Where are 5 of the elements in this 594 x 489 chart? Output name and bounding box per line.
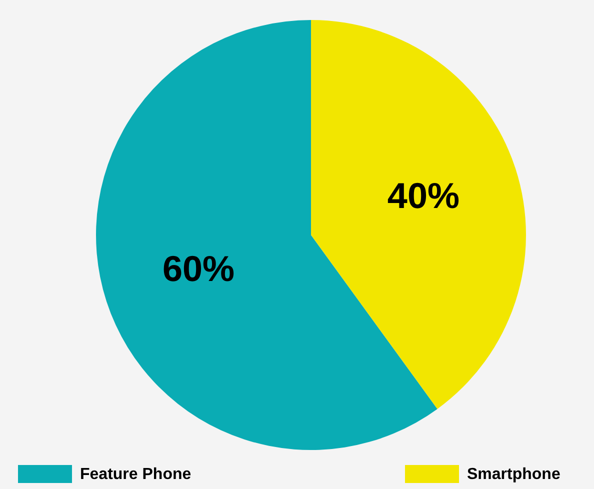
legend-label: Smartphone: [467, 466, 560, 483]
data-label: 40%: [387, 174, 460, 216]
data-label: 60%: [162, 248, 235, 290]
pie-slice: [311, 20, 526, 409]
legend-label: Feature Phone: [80, 466, 192, 483]
